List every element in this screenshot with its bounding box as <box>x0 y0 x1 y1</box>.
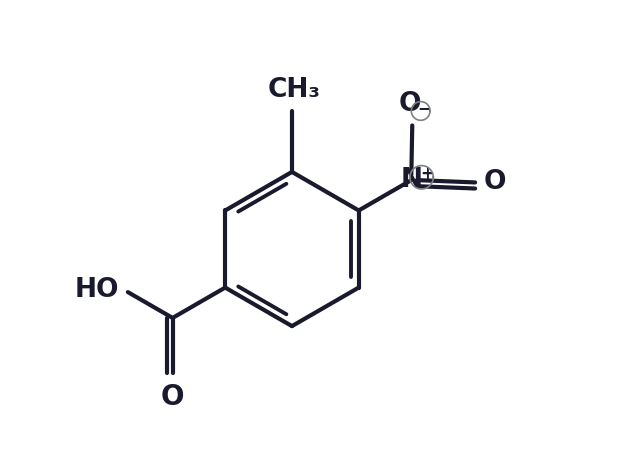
Text: O: O <box>399 91 421 117</box>
Text: O: O <box>161 383 184 411</box>
Text: +: + <box>420 165 434 183</box>
Text: N: N <box>401 167 422 193</box>
Text: −: − <box>417 99 431 117</box>
Text: HO: HO <box>75 277 120 303</box>
Text: CH₃: CH₃ <box>268 77 321 103</box>
Text: O: O <box>483 170 506 196</box>
